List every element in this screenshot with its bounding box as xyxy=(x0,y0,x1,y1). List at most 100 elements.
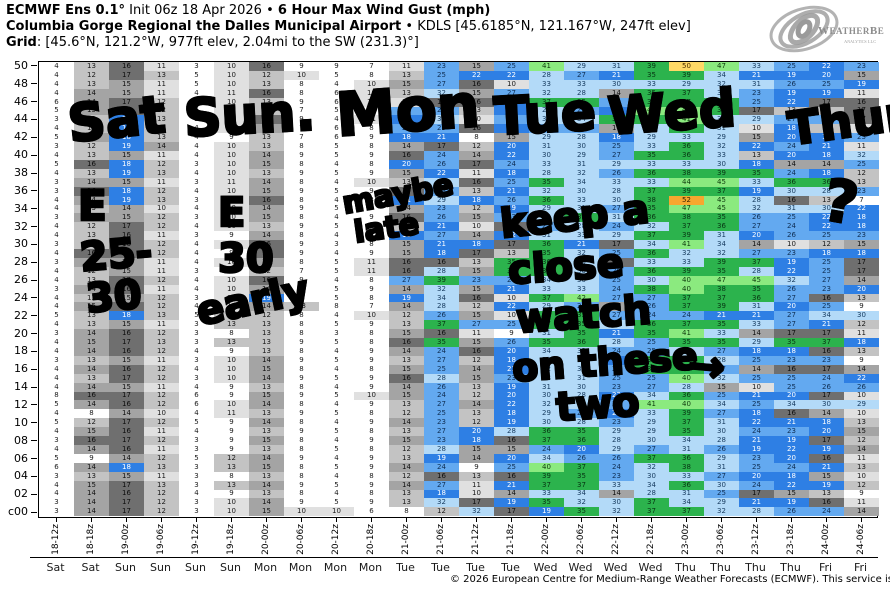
x-axis-tick xyxy=(720,518,722,522)
heatmap-cell: 12 xyxy=(844,168,879,178)
heatmap-cell: 10 xyxy=(214,97,249,107)
heatmap-cell: 23 xyxy=(844,62,879,71)
station-name: Columbia Gorge Regional the Dalles Munic… xyxy=(6,19,402,34)
heatmap-cell: 36 xyxy=(529,195,564,205)
heatmap-cell: 15 xyxy=(249,462,284,472)
heatmap-cell: 17 xyxy=(844,115,879,125)
heatmap-cell: 18 xyxy=(109,115,144,125)
init-time: Init 06z 18 Apr 2026 • xyxy=(125,3,278,18)
heatmap-cell: 23 xyxy=(459,275,494,285)
heatmap-cell: 36 xyxy=(529,266,564,276)
heatmap-cell: 25 xyxy=(389,124,424,134)
heatmap-cell: 18 xyxy=(109,159,144,169)
heatmap-cell: 21 xyxy=(564,240,599,250)
heatmap-cell: 3 xyxy=(179,213,214,223)
heatmap-cell: 14 xyxy=(844,444,879,454)
heatmap-cell: 9 xyxy=(214,133,249,143)
heatmap-cell: 4 xyxy=(179,240,214,250)
heatmap-cell: 25 xyxy=(809,266,844,276)
heatmap-cell: 13 xyxy=(249,320,284,330)
heatmap-cell: 30 xyxy=(529,151,564,160)
heatmap-cell: 27 xyxy=(424,355,459,365)
heatmap-cell: 12 xyxy=(74,70,109,80)
heatmap-cell: 33 xyxy=(599,177,634,187)
x-axis-tick xyxy=(615,518,617,522)
heatmap-cell: 28 xyxy=(704,355,739,365)
heatmap-cell: 29 xyxy=(424,195,459,205)
heatmap-cell: 28 xyxy=(424,302,459,312)
heatmap-cell: 14 xyxy=(249,177,284,187)
y-axis-tick xyxy=(31,458,37,459)
heatmap-cell: 35 xyxy=(704,338,739,347)
heatmap-cell: 8 xyxy=(284,320,319,330)
heatmap-cell: 9 xyxy=(74,453,109,463)
heatmap-cell: 28 xyxy=(739,507,774,517)
heatmap-cell: 9 xyxy=(284,222,319,232)
parameter-name: 6 Hour Max Wind Gust (mph) xyxy=(277,3,491,18)
heatmap-cell: 13 xyxy=(74,62,109,71)
heatmap-cell: 30 xyxy=(564,382,599,392)
heatmap-cell: 4 xyxy=(179,168,214,178)
heatmap-cell: 10 xyxy=(214,195,249,205)
heatmap-cell: 8 xyxy=(284,347,319,356)
heatmap-cell: 21 xyxy=(424,240,459,250)
heatmap-cell: 13 xyxy=(249,338,284,347)
heatmap-cell: 35 xyxy=(704,266,739,276)
heatmap-cell: 9 xyxy=(214,444,249,454)
heatmap-cell: 13 xyxy=(844,418,879,428)
heatmap-cell: 25 xyxy=(704,489,739,499)
heatmap-cell: 23 xyxy=(424,436,459,445)
heatmap-cell: 34 xyxy=(529,115,564,125)
heatmap-cell: 18 xyxy=(844,213,879,223)
heatmap-cell: 14 xyxy=(109,409,144,419)
heatmap-cell: 19 xyxy=(494,418,529,428)
heatmap-cell: 19 xyxy=(774,436,809,445)
heatmap-cell: 14 xyxy=(389,347,424,356)
heatmap-cell: 14 xyxy=(774,159,809,169)
heatmap-cell: 13 xyxy=(74,79,109,89)
heatmap-cell: 10 xyxy=(284,70,319,80)
heatmap-cell: 16 xyxy=(109,240,144,250)
heatmap-cell: 21 xyxy=(389,195,424,205)
x-axis-tick xyxy=(195,518,197,522)
y-axis-tick xyxy=(31,226,37,228)
heatmap-cell: 4 xyxy=(319,489,354,499)
heatmap-cell: 18 xyxy=(494,355,529,365)
heatmap-cell: 34 xyxy=(634,480,669,490)
heatmap-cell: 34 xyxy=(564,489,599,499)
heatmap-cell: 27 xyxy=(704,364,739,374)
heatmap-cell: 14 xyxy=(739,329,774,339)
heatmap-cell: 31 xyxy=(564,159,599,169)
heatmap-cell: 11 xyxy=(844,142,879,152)
heatmap-cell: 15 xyxy=(249,436,284,445)
heatmap-cell: 10 xyxy=(214,275,249,285)
svg-text:WEATHERBELL: WEATHERBELL xyxy=(818,25,884,37)
heatmap-cell: 16 xyxy=(459,347,494,356)
heatmap-cell: 22 xyxy=(599,355,634,365)
heatmap-cell: 12 xyxy=(74,222,109,232)
heatmap-cell: 45 xyxy=(739,275,774,285)
heatmap-cell: 13 xyxy=(389,222,424,232)
heatmap-cell: 47 xyxy=(704,275,739,285)
heatmap-cell: 29 xyxy=(739,338,774,347)
heatmap-cell: 33 xyxy=(739,62,774,71)
x-axis-tick xyxy=(545,518,547,522)
heatmap-cell: 15 xyxy=(704,382,739,392)
heatmap-cell: 27 xyxy=(704,471,739,481)
heatmap-cell: 37 xyxy=(634,231,669,241)
heatmap-cell: 10 xyxy=(214,364,249,374)
heatmap-cell: 10 xyxy=(214,142,249,152)
heatmap-cell: 13 xyxy=(774,106,809,116)
heatmap-cell: 13 xyxy=(144,70,179,80)
time-label: 20-00z xyxy=(260,524,271,555)
heatmap-cell: 12 xyxy=(144,489,179,499)
heatmap-cell: 20 xyxy=(494,347,529,356)
heatmap-cell: 4 xyxy=(39,347,74,356)
heatmap-cell: 4 xyxy=(39,204,74,214)
heatmap-cell: 43 xyxy=(669,106,704,116)
heatmap-cell: 21 xyxy=(599,329,634,339)
y-axis-tick xyxy=(31,422,37,424)
heatmap-cell: 4 xyxy=(319,249,354,258)
heatmap-cell: 19 xyxy=(494,382,529,392)
